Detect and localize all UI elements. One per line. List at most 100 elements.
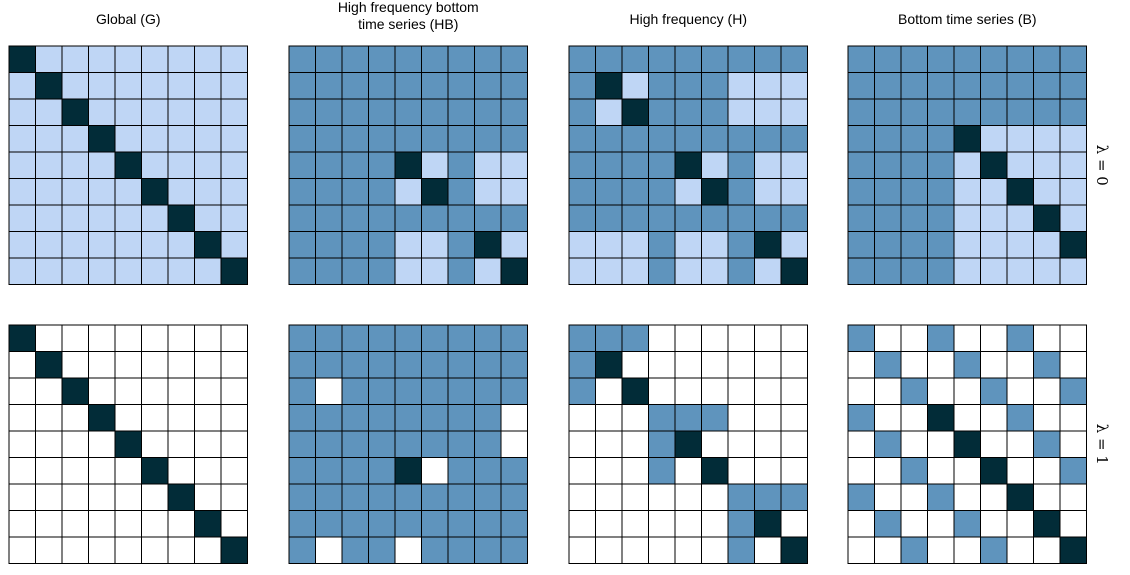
matrix-cell-weak xyxy=(1033,151,1061,179)
matrix-cell-none xyxy=(953,404,981,432)
matrix-cell-strong xyxy=(953,72,981,100)
matrix-cell-strong xyxy=(315,125,343,153)
matrix-cell-weak xyxy=(701,257,729,285)
matrix-cell-diagonal xyxy=(167,483,195,511)
matrix-cell-strong xyxy=(368,125,396,153)
matrix-cell-strong xyxy=(500,204,528,232)
matrix-cell-weak xyxy=(88,98,116,126)
matrix-cell-strong xyxy=(288,257,316,285)
matrix-cell-weak xyxy=(1033,231,1061,259)
matrix-cell-strong xyxy=(500,351,528,379)
matrix-cell-strong xyxy=(1006,72,1034,100)
matrix-cell-strong xyxy=(421,404,449,432)
matrix-cell-none xyxy=(927,510,955,538)
matrix-cell-strong xyxy=(900,72,928,100)
matrix-cell-strong xyxy=(421,483,449,511)
matrix-cell-none xyxy=(780,510,808,538)
matrix-cell-weak xyxy=(88,231,116,259)
matrix-cell-strong xyxy=(874,178,902,206)
matrix-cell-strong xyxy=(674,204,702,232)
matrix-cell-none xyxy=(874,483,902,511)
matrix-cell-weak xyxy=(220,151,248,179)
matrix-cell-strong xyxy=(927,72,955,100)
matrix-cell-none xyxy=(114,351,142,379)
matrix-cell-none xyxy=(980,510,1008,538)
matrix-cell-strong xyxy=(288,536,316,564)
matrix-cell-none xyxy=(114,404,142,432)
matrix-cell-weak xyxy=(167,257,195,285)
matrix-cell-diagonal xyxy=(1059,231,1087,259)
matrix-cell-strong xyxy=(900,178,928,206)
matrix-cell-diagonal xyxy=(754,231,782,259)
matrix-cell-none xyxy=(194,483,222,511)
matrix-cell-strong xyxy=(368,72,396,100)
matrix-cell-none xyxy=(754,536,782,564)
matrix-cell-weak xyxy=(35,204,63,232)
matrix-cell-strong xyxy=(754,125,782,153)
matrix-cell-strong xyxy=(315,257,343,285)
matrix-cell-none xyxy=(114,510,142,538)
matrix-global-lambda-1 xyxy=(8,324,248,564)
matrix-cell-none xyxy=(648,351,676,379)
matrix-cell-weak xyxy=(194,204,222,232)
matrix-cell-strong xyxy=(648,257,676,285)
matrix-cell-diagonal xyxy=(8,45,36,73)
matrix-cell-strong xyxy=(621,324,649,352)
matrix-cell-none xyxy=(167,510,195,538)
matrix-cell-none xyxy=(1059,351,1087,379)
row-label-lambda-1: λ = 1 xyxy=(1093,424,1111,465)
matrix-cell-strong xyxy=(447,257,475,285)
matrix-cell-strong xyxy=(421,510,449,538)
matrix-cell-none xyxy=(35,536,63,564)
matrix-cell-weak xyxy=(114,98,142,126)
matrix-cell-none xyxy=(648,377,676,405)
matrix-cell-strong xyxy=(447,536,475,564)
matrix-cell-none xyxy=(648,324,676,352)
matrix-cell-diagonal xyxy=(61,377,89,405)
matrix-cell-weak xyxy=(394,178,422,206)
matrix-cell-strong xyxy=(701,72,729,100)
matrix-cell-weak xyxy=(8,257,36,285)
matrix-cell-none xyxy=(674,351,702,379)
matrix-cell-none xyxy=(595,483,623,511)
matrix-cell-none xyxy=(953,536,981,564)
matrix-cell-none xyxy=(780,324,808,352)
matrix-cell-weak xyxy=(141,125,169,153)
matrix-cell-strong xyxy=(421,430,449,458)
matrix-cell-weak xyxy=(114,45,142,73)
matrix-cell-weak xyxy=(1033,257,1061,285)
matrix-cell-strong xyxy=(500,510,528,538)
matrix-cell-none xyxy=(1059,510,1087,538)
matrix-cell-strong xyxy=(315,404,343,432)
matrix-cell-none xyxy=(315,377,343,405)
matrix-cell-strong xyxy=(727,125,755,153)
matrix-cell-none xyxy=(220,351,248,379)
matrix-cell-strong xyxy=(288,430,316,458)
matrix-cell-strong xyxy=(595,125,623,153)
matrix-cell-strong xyxy=(368,178,396,206)
matrix-cell-strong xyxy=(701,98,729,126)
matrix-cell-strong xyxy=(288,45,316,73)
matrix-cell-strong xyxy=(1059,72,1087,100)
matrix-cell-none xyxy=(900,404,928,432)
matrix-cell-strong xyxy=(421,377,449,405)
matrix-cell-diagonal xyxy=(61,98,89,126)
matrix-cell-none xyxy=(8,457,36,485)
matrix-cell-none xyxy=(874,377,902,405)
matrix-b-lambda-1 xyxy=(847,324,1087,564)
matrix-cell-strong xyxy=(927,178,955,206)
matrix-cell-none xyxy=(874,324,902,352)
matrix-cell-strong xyxy=(421,351,449,379)
matrix-cell-diagonal xyxy=(980,457,1008,485)
matrix-cell-strong xyxy=(780,45,808,73)
matrix-cell-strong xyxy=(394,72,422,100)
matrix-cell-none xyxy=(847,536,875,564)
matrix-cell-strong xyxy=(288,404,316,432)
matrix-cell-diagonal xyxy=(35,72,63,100)
matrix-cell-diagonal xyxy=(474,231,502,259)
matrix-cell-strong xyxy=(953,510,981,538)
matrix-cell-diagonal xyxy=(1033,204,1061,232)
matrix-cell-none xyxy=(88,377,116,405)
matrix-cell-strong xyxy=(315,510,343,538)
